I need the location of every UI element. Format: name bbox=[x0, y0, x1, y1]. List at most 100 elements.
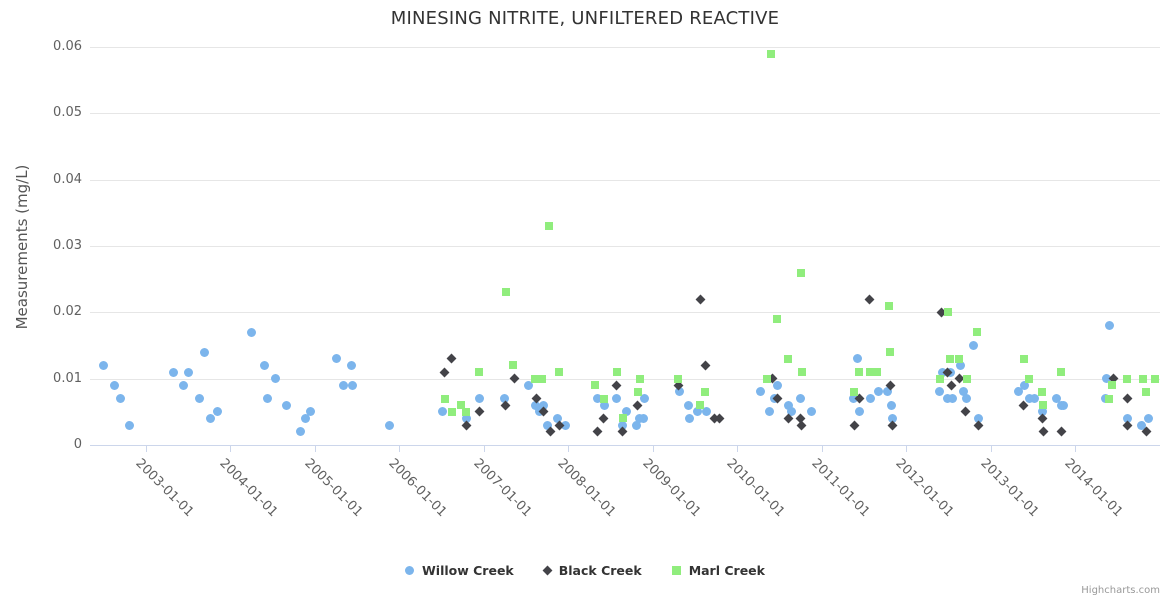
data-point[interactable] bbox=[864, 294, 875, 305]
data-point[interactable] bbox=[684, 413, 694, 423]
data-point[interactable] bbox=[461, 420, 472, 431]
legend-item-willow-creek[interactable]: Willow Creek bbox=[405, 563, 514, 578]
data-point[interactable] bbox=[773, 380, 783, 390]
data-point[interactable] bbox=[1056, 426, 1067, 437]
data-point[interactable] bbox=[714, 413, 725, 424]
data-point[interactable] bbox=[872, 368, 881, 377]
data-point[interactable] bbox=[301, 413, 311, 423]
data-point[interactable] bbox=[462, 407, 471, 416]
data-point[interactable] bbox=[295, 427, 305, 437]
data-point[interactable] bbox=[773, 314, 782, 323]
data-point[interactable] bbox=[886, 400, 896, 410]
data-point[interactable] bbox=[683, 400, 693, 410]
data-point[interactable] bbox=[110, 380, 119, 390]
data-point[interactable] bbox=[1150, 374, 1159, 383]
data-point[interactable] bbox=[695, 294, 706, 305]
data-point[interactable] bbox=[960, 406, 971, 417]
data-point[interactable] bbox=[1139, 374, 1148, 383]
data-point[interactable] bbox=[956, 360, 966, 370]
data-point[interactable] bbox=[592, 394, 602, 404]
data-point[interactable] bbox=[1123, 413, 1133, 423]
data-point[interactable] bbox=[544, 222, 553, 231]
highcharts-credit[interactable]: Highcharts.com bbox=[1081, 585, 1160, 596]
data-point[interactable] bbox=[270, 374, 280, 384]
data-point[interactable] bbox=[332, 354, 342, 364]
data-point[interactable] bbox=[1019, 354, 1028, 363]
data-point[interactable] bbox=[797, 368, 806, 377]
data-point[interactable] bbox=[783, 400, 793, 410]
data-point[interactable] bbox=[946, 354, 955, 363]
data-point[interactable] bbox=[474, 368, 483, 377]
data-point[interactable] bbox=[1102, 374, 1112, 384]
data-point[interactable] bbox=[973, 413, 983, 423]
data-point[interactable] bbox=[1038, 426, 1049, 437]
data-point[interactable] bbox=[1059, 400, 1069, 410]
data-point[interactable] bbox=[440, 394, 449, 403]
data-point[interactable] bbox=[1104, 321, 1114, 331]
data-point[interactable] bbox=[622, 407, 632, 417]
data-point[interactable] bbox=[542, 420, 552, 430]
data-point[interactable] bbox=[262, 394, 272, 404]
data-point[interactable] bbox=[530, 374, 539, 383]
data-point[interactable] bbox=[959, 387, 969, 397]
data-point[interactable] bbox=[115, 394, 125, 404]
data-point[interactable] bbox=[807, 407, 817, 417]
data-point[interactable] bbox=[474, 406, 485, 417]
data-point[interactable] bbox=[850, 387, 859, 396]
data-point[interactable] bbox=[636, 374, 645, 383]
data-point[interactable] bbox=[1020, 380, 1030, 390]
data-point[interactable] bbox=[591, 381, 600, 390]
data-point[interactable] bbox=[1123, 374, 1132, 383]
data-point[interactable] bbox=[674, 374, 683, 383]
data-point[interactable] bbox=[346, 360, 356, 370]
data-point[interactable] bbox=[961, 394, 971, 404]
data-point[interactable] bbox=[796, 394, 806, 404]
data-point[interactable] bbox=[437, 407, 447, 417]
data-point[interactable] bbox=[865, 394, 875, 404]
data-point[interactable] bbox=[539, 400, 549, 410]
data-point[interactable] bbox=[701, 387, 710, 396]
data-point[interactable] bbox=[617, 420, 627, 430]
data-point[interactable] bbox=[205, 413, 215, 423]
data-point[interactable] bbox=[530, 400, 540, 410]
data-point[interactable] bbox=[849, 420, 859, 431]
data-point[interactable] bbox=[852, 354, 862, 364]
data-point[interactable] bbox=[598, 413, 609, 424]
data-point[interactable] bbox=[696, 401, 705, 410]
data-point[interactable] bbox=[611, 380, 622, 391]
data-point[interactable] bbox=[934, 387, 944, 397]
data-point[interactable] bbox=[447, 407, 456, 416]
data-point[interactable] bbox=[179, 380, 189, 390]
data-point[interactable] bbox=[963, 374, 972, 383]
data-point[interactable] bbox=[848, 394, 858, 404]
data-point[interactable] bbox=[561, 420, 571, 430]
data-point[interactable] bbox=[509, 373, 520, 384]
data-point[interactable] bbox=[1024, 374, 1033, 383]
data-point[interactable] bbox=[972, 328, 981, 337]
data-point[interactable] bbox=[169, 367, 179, 377]
data-point[interactable] bbox=[1037, 387, 1046, 396]
data-point[interactable] bbox=[936, 374, 945, 383]
data-point[interactable] bbox=[195, 394, 205, 404]
data-point[interactable] bbox=[1057, 368, 1066, 377]
data-point[interactable] bbox=[1122, 393, 1133, 404]
data-point[interactable] bbox=[1039, 401, 1048, 410]
data-point[interactable] bbox=[639, 413, 649, 423]
data-point[interactable] bbox=[462, 413, 472, 423]
data-point[interactable] bbox=[755, 387, 765, 397]
data-point[interactable] bbox=[874, 387, 884, 397]
data-point[interactable] bbox=[1100, 394, 1110, 404]
data-point[interactable] bbox=[674, 387, 684, 397]
data-point[interactable] bbox=[632, 420, 642, 430]
data-point[interactable] bbox=[886, 348, 895, 357]
data-point[interactable] bbox=[1105, 394, 1114, 403]
data-point[interactable] bbox=[619, 414, 628, 423]
data-point[interactable] bbox=[592, 426, 603, 437]
data-point[interactable] bbox=[501, 288, 510, 297]
data-point[interactable] bbox=[693, 407, 703, 417]
data-point[interactable] bbox=[1051, 394, 1061, 404]
data-point[interactable] bbox=[99, 360, 109, 370]
data-point[interactable] bbox=[762, 374, 771, 383]
data-point[interactable] bbox=[947, 394, 957, 404]
data-point[interactable] bbox=[545, 426, 556, 437]
